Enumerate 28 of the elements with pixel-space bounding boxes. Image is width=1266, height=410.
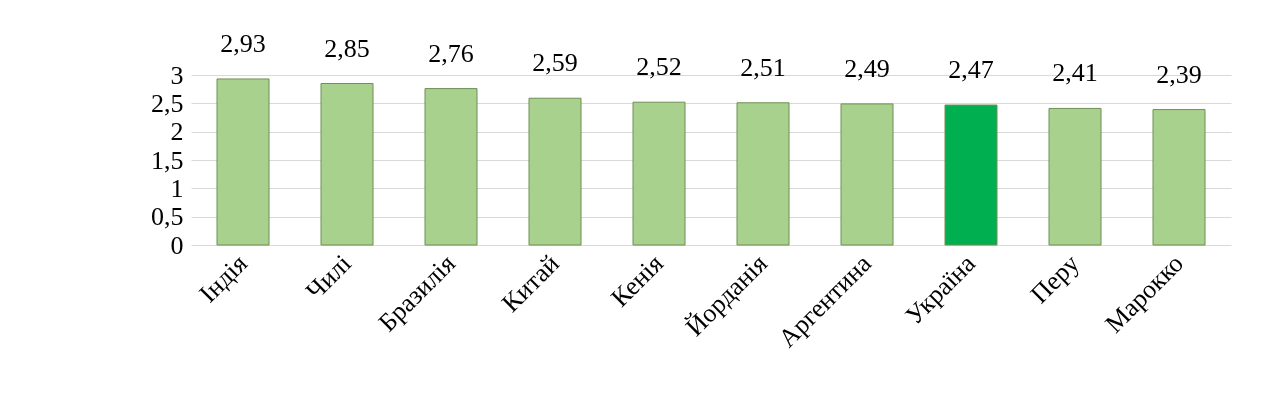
data-label: 2,49 [844,53,890,83]
bar [424,88,478,246]
bar [632,101,686,246]
bar [216,78,270,246]
y-tick-label: 1,5 [151,145,184,175]
y-tick-label: 1 [170,173,184,203]
data-label: 2,76 [428,38,474,68]
y-tick-label: 3 [170,60,184,90]
data-label: 2,52 [636,52,682,82]
data-label: 2,93 [220,28,266,58]
data-label: 2,41 [1052,58,1098,88]
bar [944,104,998,246]
bar [320,83,374,246]
y-tick-label: 0,5 [151,202,184,232]
bar [840,103,894,246]
data-label: 2,51 [740,52,786,82]
data-label: 2,47 [948,55,994,85]
data-label: 2,85 [324,33,370,63]
bar [1048,107,1102,246]
y-tick-label: 2,5 [151,88,184,118]
y-tick-label: 0 [170,230,184,260]
bar [736,102,790,246]
bar [528,97,582,246]
data-label: 2,39 [1156,59,1202,89]
data-label: 2,59 [532,48,578,78]
y-tick-label: 2 [170,117,184,147]
x-tick-label: Чилі [300,248,357,306]
bar [1152,109,1206,246]
